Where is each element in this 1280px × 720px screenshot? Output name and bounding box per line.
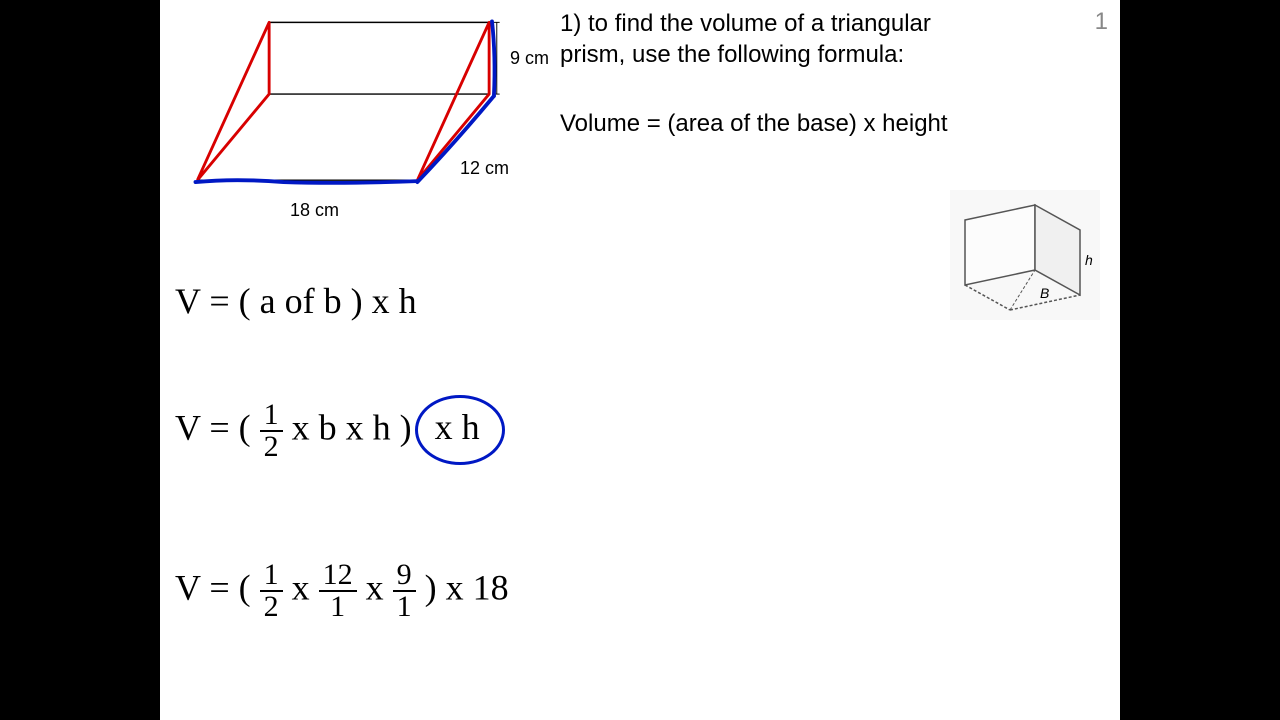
- blue-circle-annotation: [415, 395, 505, 465]
- dim-length: 18 cm: [290, 200, 339, 221]
- fraction-12-1: 121: [319, 560, 357, 622]
- triangular-prism-diagram: [170, 8, 550, 228]
- equation-line-2: V = ( 12 x b x h ) x h: [175, 400, 494, 462]
- problem-line1: to find the volume of a triangular: [588, 10, 931, 37]
- dim-width: 12 cm: [460, 158, 509, 179]
- fraction-1-2: 12: [260, 560, 283, 622]
- reference-prism-icon: h B: [950, 190, 1100, 320]
- whiteboard-area: 1) to find the volume of a triangular pr…: [160, 0, 1120, 720]
- problem-number: 1): [560, 10, 581, 37]
- page-number: 1: [1095, 8, 1108, 36]
- equation-line-1: V = ( a of b ) x h: [175, 280, 417, 322]
- circled-xh: x h: [421, 407, 494, 447]
- volume-formula: Volume = (area of the base) x height: [560, 110, 948, 138]
- dim-height: 9 cm: [510, 48, 549, 69]
- fraction-half: 12: [260, 400, 283, 462]
- equation-line-3: V = ( 12 x 121 x 91 ) x 18: [175, 560, 509, 622]
- ref-h-label: h: [1085, 252, 1093, 268]
- problem-statement: 1) to find the volume of a triangular pr…: [560, 8, 1080, 70]
- fraction-9-1: 91: [393, 560, 416, 622]
- problem-line2: prism, use the following formula:: [560, 41, 904, 68]
- ref-b-label: B: [1040, 285, 1049, 301]
